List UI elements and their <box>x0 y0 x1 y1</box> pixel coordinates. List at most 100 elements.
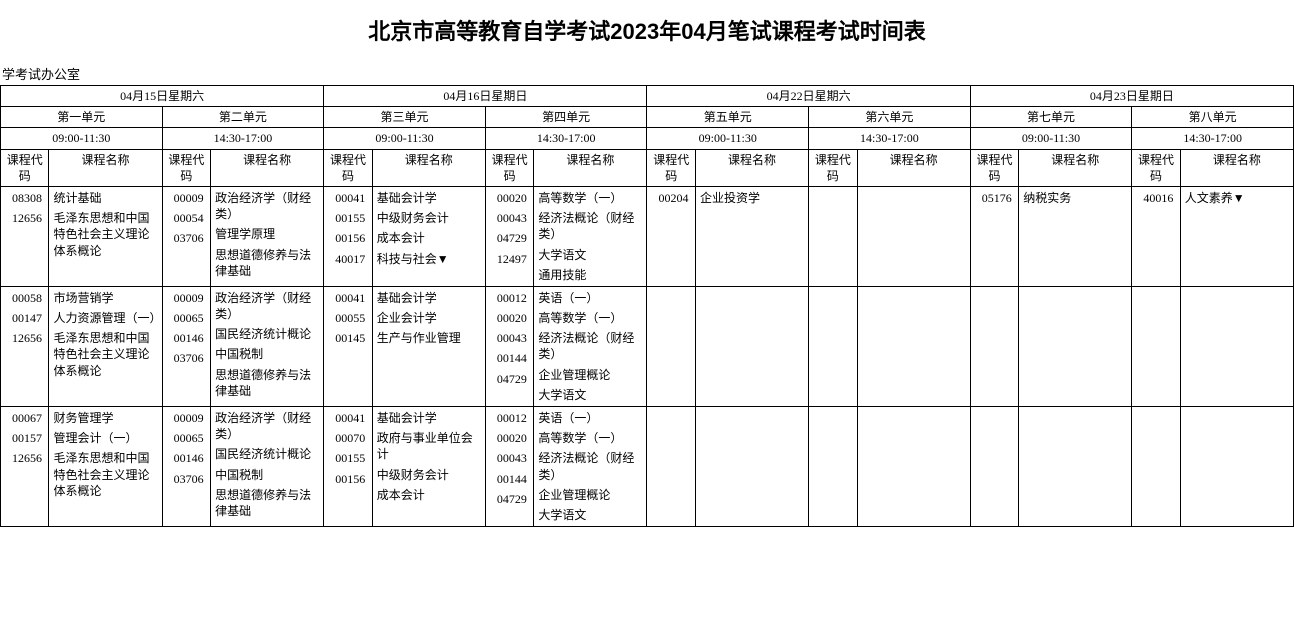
course-name: 中国税制 <box>215 467 319 483</box>
time-header: 14:30-17:00 <box>485 128 647 149</box>
course-name: 国民经济统计概论 <box>215 326 319 342</box>
course-name: 企业投资学 <box>700 190 804 206</box>
table-row: 000580014712656市场营销学人力资源管理（一）毛泽东思想和中国特色社… <box>1 286 1294 406</box>
page-title: 北京市高等教育自学考试2023年04月笔试课程考试时间表 <box>0 14 1294 46</box>
name-cell: 基础会计学中级财务会计成本会计科技与社会▼ <box>372 186 485 286</box>
code-cell: 00009000650014603706 <box>162 286 210 406</box>
code-cell: 0001200020000430014404729 <box>485 407 533 527</box>
unit-header: 第一单元 <box>1 107 163 128</box>
unit-header: 第七单元 <box>970 107 1132 128</box>
unit-header: 第二单元 <box>162 107 324 128</box>
course-name: 基础会计学 <box>377 290 481 306</box>
course-code: 04729 <box>490 230 534 246</box>
course-code: 00012 <box>490 410 534 426</box>
course-name: 毛泽东思想和中国特色社会主义理论体系概论 <box>53 330 157 379</box>
name-cell <box>695 407 808 527</box>
course-code: 00020 <box>490 190 534 206</box>
course-code: 04729 <box>490 371 534 387</box>
name-cell: 政治经济学（财经类）国民经济统计概论中国税制思想道德修养与法律基础 <box>211 286 324 406</box>
course-code: 03706 <box>167 471 211 487</box>
course-name: 科技与社会▼ <box>377 251 481 267</box>
course-code: 12656 <box>5 210 49 226</box>
course-code: 00155 <box>328 450 372 466</box>
code-cell: 000410005500145 <box>324 286 372 406</box>
course-name: 基础会计学 <box>377 190 481 206</box>
name-cell <box>695 286 808 406</box>
code-cell: 00041000700015500156 <box>324 407 372 527</box>
course-code: 00067 <box>5 410 49 426</box>
course-code: 03706 <box>167 350 211 366</box>
name-cell <box>1019 407 1132 527</box>
course-code: 03706 <box>167 230 211 246</box>
col-header-name: 课程名称 <box>211 149 324 186</box>
name-cell: 统计基础毛泽东思想和中国特色社会主义理论体系概论 <box>49 186 162 286</box>
course-name: 大学语文 <box>538 387 642 403</box>
code-cell <box>1132 286 1180 406</box>
time-header: 09:00-11:30 <box>324 128 486 149</box>
time-header: 14:30-17:00 <box>1132 128 1294 149</box>
name-cell: 基础会计学政府与事业单位会计中级财务会计成本会计 <box>372 407 485 527</box>
code-cell <box>1132 407 1180 527</box>
course-code: 00009 <box>167 290 211 306</box>
schedule-table: 04月15日星期六04月16日星期日04月22日星期六04月23日星期日第一单元… <box>0 85 1294 527</box>
col-header-code: 课程代码 <box>1 149 49 186</box>
course-code: 05176 <box>975 190 1019 206</box>
course-code: 00144 <box>490 471 534 487</box>
table-row: 000670015712656财务管理学管理会计（一）毛泽东思想和中国特色社会主… <box>1 407 1294 527</box>
name-cell: 政治经济学（财经类）国民经济统计概论中国税制思想道德修养与法律基础 <box>211 407 324 527</box>
code-cell: 00020 00043 04729 12497 <box>485 186 533 286</box>
course-name: 政治经济学（财经类） <box>215 190 319 222</box>
course-code: 00012 <box>490 290 534 306</box>
code-cell <box>970 286 1018 406</box>
course-code: 00043 <box>490 210 534 226</box>
name-cell <box>857 186 970 286</box>
unit-header: 第三单元 <box>324 107 486 128</box>
course-code: 00157 <box>5 430 49 446</box>
course-code: 00020 <box>490 430 534 446</box>
course-name: 高等数学（一） <box>538 310 642 326</box>
course-name: 市场营销学 <box>53 290 157 306</box>
course-code: 00054 <box>167 210 211 226</box>
time-header: 09:00-11:30 <box>970 128 1132 149</box>
course-code: 00043 <box>490 450 534 466</box>
course-code: 00009 <box>167 410 211 426</box>
name-cell <box>1180 286 1293 406</box>
day-header: 04月23日星期日 <box>970 86 1293 107</box>
course-name: 大学语文 <box>538 507 642 523</box>
course-code: 00065 <box>167 310 211 326</box>
course-code: 00043 <box>490 330 534 346</box>
col-header-name: 课程名称 <box>695 149 808 186</box>
course-code: 12497 <box>490 251 534 267</box>
name-cell: 市场营销学人力资源管理（一）毛泽东思想和中国特色社会主义理论体系概论 <box>49 286 162 406</box>
course-code: 00144 <box>490 350 534 366</box>
course-name: 统计基础 <box>53 190 157 206</box>
course-code: 00055 <box>328 310 372 326</box>
name-cell: 财务管理学管理会计（一）毛泽东思想和中国特色社会主义理论体系概论 <box>49 407 162 527</box>
name-cell: 基础会计学企业会计学生产与作业管理 <box>372 286 485 406</box>
course-name: 国民经济统计概论 <box>215 446 319 462</box>
code-cell: 05176 <box>970 186 1018 286</box>
course-code: 00070 <box>328 430 372 446</box>
code-cell <box>647 286 695 406</box>
course-code: 00009 <box>167 190 211 206</box>
name-cell <box>1019 286 1132 406</box>
col-header-code: 课程代码 <box>970 149 1018 186</box>
code-cell <box>809 407 857 527</box>
col-header-code: 课程代码 <box>1132 149 1180 186</box>
code-cell <box>809 286 857 406</box>
course-name: 管理学原理 <box>215 226 319 242</box>
course-name: 高等数学（一） <box>538 430 642 446</box>
course-name: 大学语文 <box>538 247 642 263</box>
col-header-code: 课程代码 <box>485 149 533 186</box>
course-code: 00041 <box>328 190 372 206</box>
name-cell <box>1180 407 1293 527</box>
day-header: 04月15日星期六 <box>1 86 324 107</box>
course-code: 00147 <box>5 310 49 326</box>
name-cell <box>857 407 970 527</box>
course-name: 成本会计 <box>377 230 481 246</box>
course-code: 00156 <box>328 471 372 487</box>
time-header: 09:00-11:30 <box>647 128 809 149</box>
course-code: 08308 <box>5 190 49 206</box>
code-cell: 00204 <box>647 186 695 286</box>
course-name: 政治经济学（财经类） <box>215 290 319 322</box>
